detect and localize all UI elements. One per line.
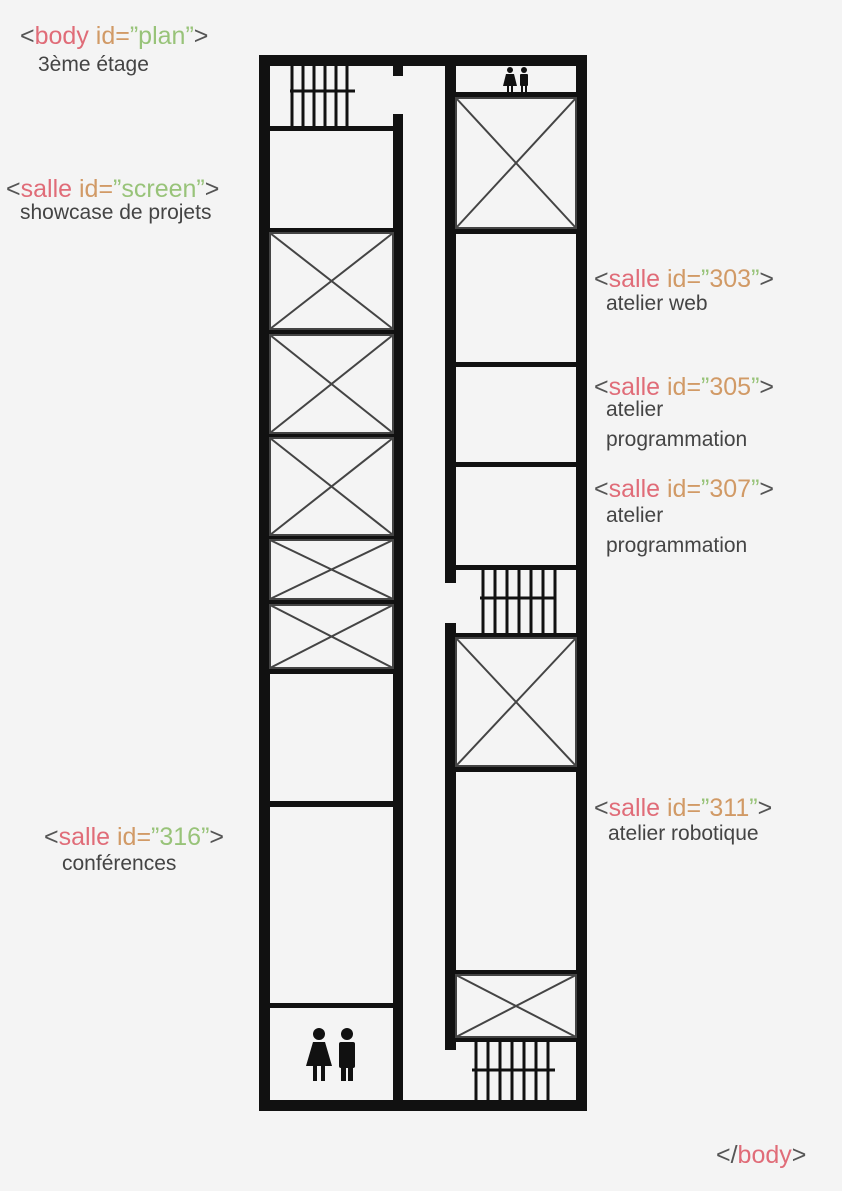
salle-303-description: atelier web — [606, 292, 708, 315]
tag-gt: > — [759, 475, 775, 503]
salle-311-tag: <salle id=”311”> — [594, 794, 772, 822]
room-316 — [270, 807, 393, 1003]
tag-quote-open: ” — [701, 373, 710, 401]
tag-element: salle — [58, 823, 111, 851]
tag-attribute: id= — [78, 175, 114, 203]
tag-element: body — [34, 22, 89, 50]
tag-quote-close: ” — [196, 175, 205, 203]
tag-value: 305 — [709, 373, 752, 401]
tag-attribute: id= — [666, 794, 702, 822]
tag-attribute: id= — [666, 373, 702, 401]
tag-gt: > — [204, 175, 220, 203]
tag-attribute: id= — [666, 475, 702, 503]
body-close-tag: </body> — [716, 1141, 806, 1169]
salle-307-tag: <salle id=”307”> — [594, 475, 774, 503]
restroom-icon — [503, 67, 528, 94]
stairs-icon — [290, 66, 355, 126]
tag-lt: < — [594, 265, 609, 293]
tag-gt: > — [759, 373, 775, 401]
tag-element: salle — [608, 265, 661, 293]
tag-quote-close: ” — [749, 794, 758, 822]
tag-value: screen — [121, 175, 197, 203]
tag-element: body — [737, 1141, 792, 1169]
room-screen — [270, 131, 393, 228]
tag-lt: < — [44, 823, 59, 851]
salle-screen-tag: <salle id=”screen”> — [6, 175, 219, 203]
tag-gt: > — [757, 794, 773, 822]
salle-305-description-line2: programmation — [606, 428, 748, 451]
left-rooms — [270, 66, 393, 1100]
restroom-icon — [306, 1028, 355, 1081]
tag-attribute: id= — [116, 823, 152, 851]
x-cross-room-icon — [269, 97, 577, 1038]
room-stairs-top-left — [270, 66, 393, 126]
door-gap-bottom — [443, 1050, 457, 1100]
tag-quote-close: ” — [201, 823, 210, 851]
tag-value: 311 — [709, 794, 750, 822]
tag-lt: < — [6, 175, 21, 203]
corridor — [403, 66, 445, 1100]
stairs-icon — [472, 1042, 555, 1108]
tag-gt: > — [209, 823, 225, 851]
tag-quote-close: ” — [751, 475, 760, 503]
salle-307-description-line2: programmation — [606, 534, 748, 557]
room-305 — [456, 367, 576, 462]
room-311 — [456, 772, 576, 970]
room-307 — [456, 467, 576, 565]
stairs-icon — [480, 570, 557, 633]
tag-element: salle — [608, 373, 661, 401]
room-stairs-mid — [456, 570, 576, 633]
body-description: 3ème étage — [38, 53, 149, 76]
tag-lt: < — [594, 373, 609, 401]
tag-attribute: id= — [666, 265, 702, 293]
salle-311-description: atelier robotique — [608, 822, 759, 845]
tag-quote-open: ” — [701, 794, 710, 822]
salle-305-tag: <salle id=”305”> — [594, 373, 774, 401]
door-gap-top — [393, 76, 405, 114]
tag-quote-close: ” — [751, 265, 760, 293]
door-gap-mid — [443, 583, 457, 623]
salle-303-tag: <salle id=”303”> — [594, 265, 774, 293]
tag-quote-open: ” — [701, 265, 710, 293]
room-left-6 — [270, 674, 393, 801]
tag-value: plan — [138, 22, 186, 50]
tag-quote-close: ” — [751, 373, 760, 401]
room-restroom-top — [456, 66, 576, 92]
tag-value: 303 — [709, 265, 752, 293]
tag-quote-open: ” — [151, 823, 160, 851]
tag-quote-open: ” — [113, 175, 122, 203]
room-303 — [456, 234, 576, 362]
tag-quote-open: ” — [701, 475, 710, 503]
tag-lt: < — [594, 475, 609, 503]
tag-gt: > — [791, 1141, 807, 1169]
tag-element: salle — [608, 475, 661, 503]
tag-lt: </ — [716, 1141, 738, 1169]
body-open-tag: <body id=”plan”> — [20, 22, 208, 50]
tag-gt: > — [759, 265, 775, 293]
tag-element: salle — [20, 175, 73, 203]
tag-quote-open: ” — [129, 22, 139, 50]
salle-316-tag: <salle id=”316”> — [44, 823, 224, 851]
tag-lt: < — [594, 794, 609, 822]
tag-attribute: id= — [95, 22, 130, 50]
tag-lt: < — [20, 22, 35, 50]
tag-value: 316 — [159, 823, 202, 851]
tag-element: salle — [608, 794, 661, 822]
salle-305-description-line1: atelier — [606, 398, 664, 421]
room-restroom-bottom — [270, 1008, 393, 1100]
tag-gt: > — [193, 22, 209, 50]
salle-screen-description: showcase de projets — [20, 201, 212, 224]
right-rooms — [456, 66, 576, 1100]
tag-quote-close: ” — [185, 22, 194, 50]
salle-307-description-line1: atelier — [606, 504, 664, 527]
tag-value: 307 — [709, 475, 752, 503]
salle-316-description: conférences — [62, 852, 177, 875]
